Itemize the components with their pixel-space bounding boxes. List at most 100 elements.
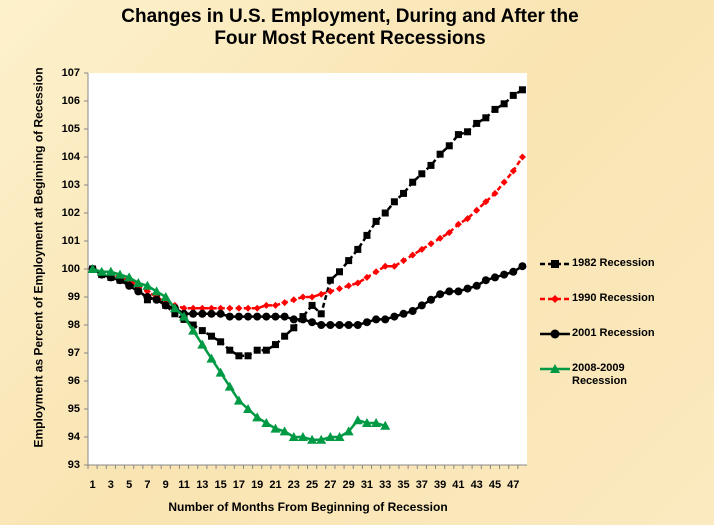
point — [481, 276, 490, 285]
point — [307, 434, 318, 444]
point — [371, 418, 382, 427]
y-tick-label: 101 — [62, 235, 80, 247]
point — [143, 293, 152, 301]
point — [409, 251, 417, 259]
point — [253, 312, 262, 321]
point — [189, 321, 197, 329]
x-tick-label: 43 — [471, 479, 483, 491]
point — [361, 418, 372, 427]
point — [124, 272, 135, 282]
point — [482, 114, 490, 122]
point — [473, 119, 481, 127]
point — [233, 395, 244, 405]
x-tick-label: 3 — [108, 479, 114, 491]
point — [463, 284, 472, 293]
point — [491, 105, 499, 113]
point — [336, 285, 344, 293]
point — [244, 312, 253, 321]
point — [482, 198, 490, 206]
point — [317, 310, 325, 318]
point — [509, 91, 517, 99]
point — [225, 312, 234, 321]
point — [491, 189, 499, 197]
point — [244, 352, 252, 360]
point — [550, 364, 560, 373]
point — [408, 307, 417, 315]
point — [336, 268, 344, 276]
point — [551, 295, 559, 303]
point — [115, 269, 126, 279]
point — [445, 287, 454, 296]
point — [308, 318, 317, 327]
point — [198, 304, 206, 312]
point — [298, 315, 307, 324]
point — [352, 415, 363, 425]
x-tick-label: 31 — [361, 479, 373, 491]
point — [188, 325, 199, 335]
x-tick-label: 37 — [416, 479, 428, 491]
point — [152, 295, 161, 304]
point — [317, 321, 326, 329]
series — [87, 264, 391, 444]
point — [206, 353, 217, 363]
x-tick-label: 41 — [452, 479, 464, 491]
point — [125, 281, 134, 290]
point — [317, 290, 325, 298]
point — [362, 318, 371, 327]
point — [354, 279, 362, 287]
point — [235, 304, 243, 312]
point — [261, 418, 272, 427]
point — [207, 304, 215, 312]
x-tick-label: 29 — [343, 479, 355, 491]
x-tick-label: 45 — [489, 479, 501, 491]
point — [161, 301, 170, 310]
point — [142, 280, 153, 290]
point — [445, 142, 453, 150]
point — [335, 321, 344, 329]
point — [326, 276, 334, 284]
point — [217, 304, 225, 312]
point — [500, 178, 508, 186]
point — [509, 167, 517, 175]
point — [133, 278, 144, 287]
point — [436, 234, 444, 242]
x-tick-label: 33 — [379, 479, 391, 491]
x-tick-label: 17 — [233, 479, 245, 491]
point — [105, 266, 116, 276]
point — [280, 312, 289, 321]
x-tick-label: 1 — [90, 479, 96, 491]
point — [464, 215, 472, 223]
point — [226, 304, 234, 312]
point — [390, 198, 398, 206]
point — [500, 270, 509, 279]
point — [354, 245, 362, 253]
point — [454, 131, 462, 139]
y-tick-label: 103 — [62, 179, 80, 191]
point — [490, 273, 499, 282]
point — [271, 312, 280, 321]
point — [308, 293, 316, 301]
point — [281, 299, 289, 307]
point — [189, 304, 197, 312]
point — [551, 260, 559, 268]
point — [399, 309, 408, 318]
point — [381, 315, 390, 324]
point — [326, 287, 334, 295]
x-tick-label: 11 — [178, 479, 190, 491]
point — [343, 426, 354, 436]
point — [290, 324, 298, 332]
point — [436, 150, 444, 158]
legend-label: 2001 Recession — [572, 327, 655, 339]
point — [500, 100, 508, 108]
x-tick-label: 47 — [507, 479, 519, 491]
point — [334, 432, 345, 441]
y-tick-label: 107 — [62, 67, 80, 79]
x-tick-label: 23 — [288, 479, 300, 491]
point — [363, 231, 371, 239]
x-tick-label: 25 — [306, 479, 318, 491]
legend-label: 1990 Recession — [572, 292, 655, 304]
y-tick-label: 102 — [62, 207, 80, 219]
point — [427, 240, 435, 248]
point — [381, 262, 389, 270]
point — [226, 346, 234, 354]
